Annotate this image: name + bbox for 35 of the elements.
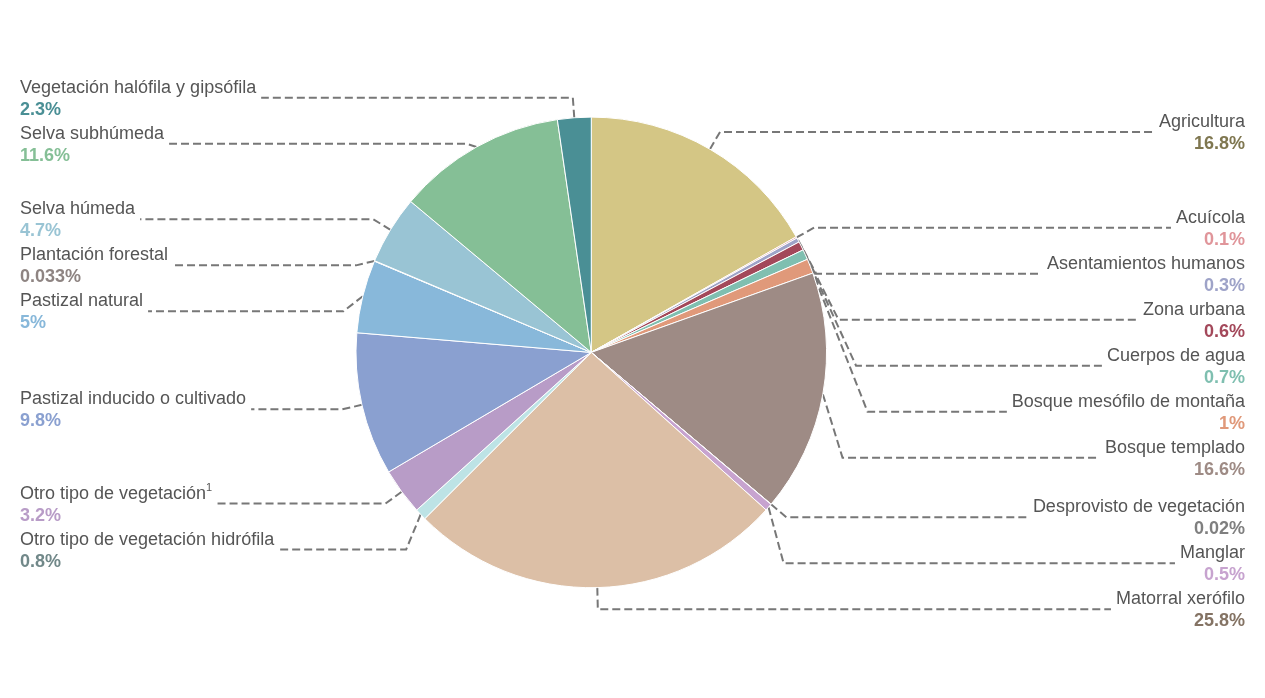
- data-label: 2.3%: [20, 98, 62, 119]
- data-label: 0.3%: [1203, 274, 1245, 295]
- data-label: 16.6%: [1193, 458, 1245, 479]
- slice-label: Acuícola: [1175, 206, 1246, 227]
- data-label: 5%: [20, 312, 47, 333]
- data-label: 25.8%: [1193, 610, 1245, 631]
- slice-label: Zona urbana: [1142, 298, 1246, 319]
- data-label: 9.8%: [20, 410, 62, 431]
- slice-label: Plantación forestal: [20, 244, 169, 265]
- slice-label: Pastizal inducido o cultivado: [20, 388, 247, 409]
- slice-label: Asentamientos humanos: [1046, 252, 1245, 273]
- data-label: 0.02%: [1193, 518, 1245, 539]
- slice-label: Desprovisto de vegetación: [1032, 496, 1245, 517]
- slice-label: Manglar: [1179, 542, 1245, 563]
- data-label: 0.1%: [1203, 228, 1245, 249]
- data-label: 3.2%: [20, 504, 62, 525]
- slice-label: Selva húmeda: [20, 198, 137, 219]
- slice-label: Pastizal natural: [20, 290, 144, 311]
- slice-label: Selva subhúmeda: [20, 122, 166, 143]
- data-label: 4.7%: [20, 220, 62, 241]
- slice-label: Matorral xerófilo: [1115, 588, 1245, 609]
- data-label: 0.7%: [1203, 366, 1245, 387]
- data-label: 11.6%: [20, 144, 71, 165]
- data-label: 16.8%: [1193, 132, 1245, 153]
- data-label: 0.8%: [20, 550, 62, 571]
- data-label: 0.5%: [1203, 564, 1245, 585]
- data-label: 1%: [1218, 412, 1245, 433]
- data-label: 0.033%: [20, 266, 82, 287]
- slice-label: Agricultura: [1158, 110, 1246, 131]
- slice-label: Vegetación halófila y gipsófila: [20, 76, 258, 97]
- slice-label: Bosque templado: [1104, 436, 1245, 457]
- slice-label: Otro tipo de vegetación hidrófila: [20, 528, 276, 549]
- slice-label: Bosque mesófilo de montaña: [1011, 390, 1246, 411]
- data-label: 0.6%: [1203, 320, 1245, 341]
- slice-label: Cuerpos de agua: [1106, 344, 1246, 365]
